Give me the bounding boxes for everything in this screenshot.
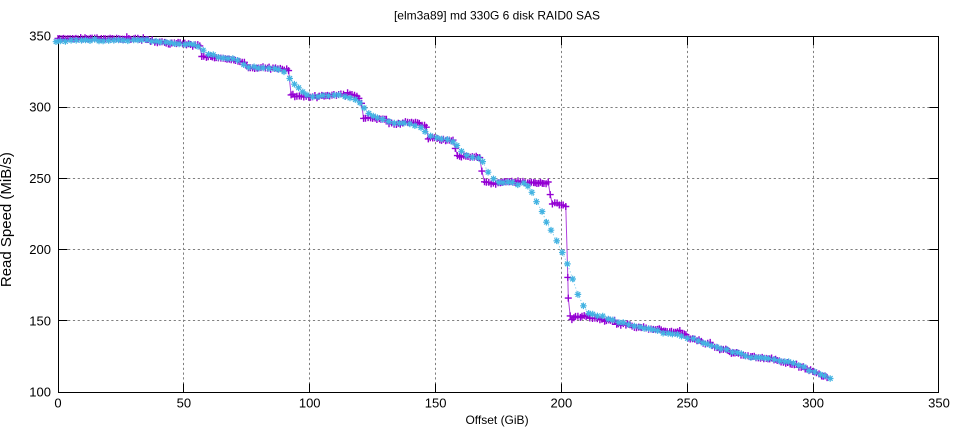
- svg-text:350: 350: [29, 29, 51, 44]
- svg-text:150: 150: [425, 396, 447, 411]
- svg-text:Offset (GiB): Offset (GiB): [465, 413, 528, 427]
- svg-text:50: 50: [177, 396, 191, 411]
- svg-text:250: 250: [676, 396, 698, 411]
- svg-text:150: 150: [29, 313, 51, 328]
- svg-text:250: 250: [29, 171, 51, 186]
- svg-text:300: 300: [802, 396, 824, 411]
- svg-text:100: 100: [29, 385, 51, 400]
- svg-text:0: 0: [54, 396, 61, 411]
- svg-text:[elm3a89] md 330G 6 disk RAID0: [elm3a89] md 330G 6 disk RAID0 SAS: [394, 8, 600, 22]
- svg-text:100: 100: [299, 396, 321, 411]
- svg-text:200: 200: [551, 396, 573, 411]
- svg-text:300: 300: [29, 100, 51, 115]
- svg-text:200: 200: [29, 242, 51, 257]
- svg-text:Read Speed (MiB/s): Read Speed (MiB/s): [0, 152, 15, 287]
- svg-text:350: 350: [928, 396, 950, 411]
